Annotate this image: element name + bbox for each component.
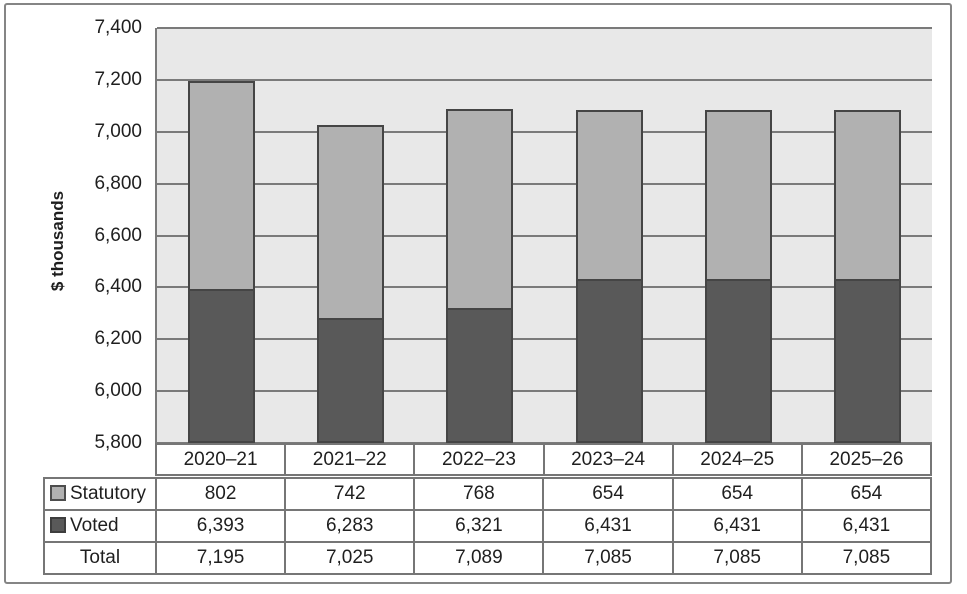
table-value-cell: 7,085 — [542, 541, 674, 575]
table-value-cell: 7,085 — [671, 541, 803, 575]
bar-segment-statutory — [575, 109, 643, 282]
table-row: Total 7,195 7,025 7,089 7,085 7,085 7,085 — [43, 541, 933, 575]
y-tick-label: 7,000 — [94, 120, 142, 142]
table-value-cell: 6,283 — [284, 509, 416, 543]
row-header-total: Total — [43, 541, 157, 575]
bar-segment-statutory — [446, 108, 514, 310]
y-tick-label: 6,000 — [94, 380, 142, 402]
category-label: 2021–22 — [284, 443, 416, 476]
table-row: Voted 6,393 6,283 6,321 6,431 6,431 6,431 — [43, 509, 933, 543]
table-value-cell: 6,321 — [413, 509, 545, 543]
y-tick-label: 6,600 — [94, 224, 142, 246]
gridline — [157, 338, 932, 341]
bar-segment-voted — [575, 279, 643, 443]
bar-segment-statutory — [833, 109, 901, 282]
y-tick-label: 6,200 — [94, 328, 142, 350]
legend-swatch-voted — [50, 517, 66, 533]
table-value-cell: 7,089 — [413, 541, 545, 575]
table-value-cell: 802 — [154, 477, 287, 511]
row-label-text: Statutory — [70, 483, 147, 504]
gridline — [157, 182, 932, 185]
data-table: Statutory 802 742 768 654 654 654 Voted 6,393 6,2… — [43, 477, 933, 575]
bar-segment-statutory — [704, 109, 772, 282]
plot-area — [155, 27, 932, 444]
table-value-cell: 654 — [800, 477, 933, 511]
table-value-cell: 768 — [413, 477, 545, 511]
x-axis-category-row: 2020–21 2021–22 2022–23 2023–24 2024–25 2025–… — [155, 443, 933, 476]
y-tick-label: 5,800 — [94, 432, 142, 453]
category-label: 2023–24 — [542, 443, 674, 476]
table-value-cell: 742 — [284, 477, 416, 511]
table-value-cell: 6,431 — [800, 509, 933, 543]
table-value-cell: 6,393 — [154, 509, 287, 543]
gridline — [157, 78, 932, 81]
bar-segment-voted — [188, 289, 256, 443]
bar-segment-voted — [446, 307, 514, 443]
gridline — [157, 234, 932, 237]
gridline — [157, 130, 932, 133]
y-tick-label: 6,400 — [94, 276, 142, 298]
table-value-cell: 654 — [542, 477, 674, 511]
table-value-cell: 7,085 — [800, 541, 933, 575]
table-value-cell: 7,195 — [154, 541, 287, 575]
legend-swatch-statutory — [50, 485, 66, 501]
table-value-cell: 6,431 — [671, 509, 803, 543]
category-label: 2024–25 — [671, 443, 803, 476]
gridline — [157, 27, 932, 29]
bar-segment-voted — [317, 317, 385, 443]
table-value-cell: 6,431 — [542, 509, 674, 543]
gridline — [157, 286, 932, 289]
bar-segment-voted — [833, 279, 901, 443]
category-label: 2022–23 — [413, 443, 545, 476]
row-label-text: Total — [79, 547, 121, 568]
bar-segment-statutory — [317, 125, 385, 320]
gridline — [157, 390, 932, 393]
row-header-voted: Voted — [43, 509, 157, 543]
table-value-cell: 654 — [671, 477, 803, 511]
category-label: 2020–21 — [155, 443, 287, 476]
category-label: 2025–26 — [800, 443, 933, 476]
bar-segment-statutory — [188, 81, 256, 292]
row-label-text: Voted — [70, 515, 119, 536]
table-row: Statutory 802 742 768 654 654 654 — [43, 477, 933, 511]
row-header-statutory: Statutory — [43, 477, 157, 511]
table-value-cell: 7,025 — [284, 541, 416, 575]
y-tick-label: 7,200 — [94, 68, 142, 90]
y-tick-label: 6,800 — [94, 172, 142, 194]
y-tick-label: 7,400 — [94, 17, 142, 38]
bar-segment-voted — [704, 279, 772, 443]
